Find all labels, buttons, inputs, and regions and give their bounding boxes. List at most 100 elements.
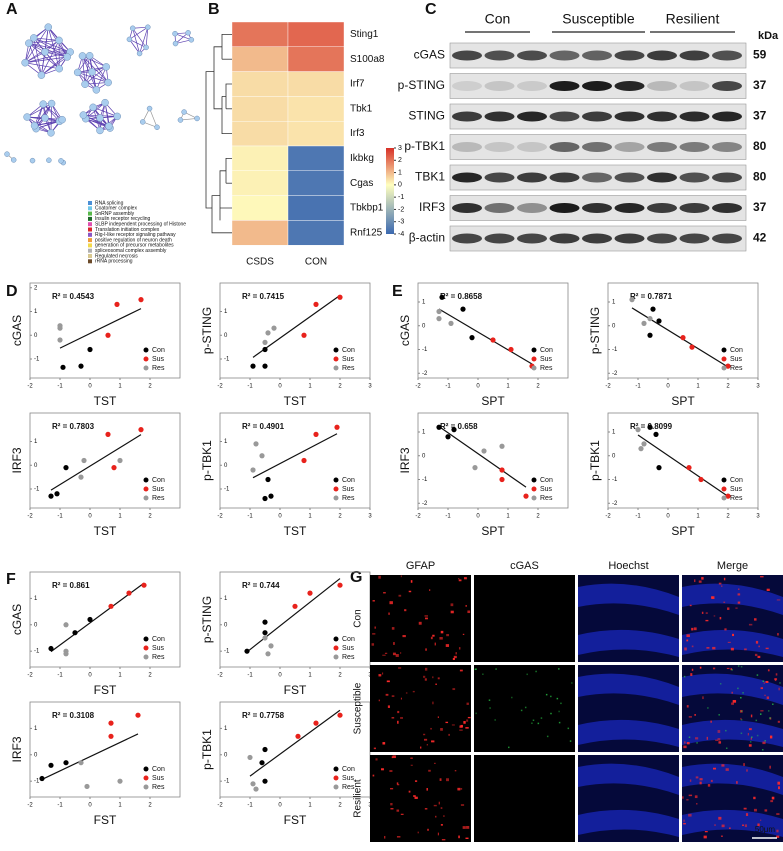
unit-label: kDa (758, 30, 779, 42)
gfap-signal (458, 647, 461, 650)
cgas-signal (550, 695, 552, 698)
gfap-signal (375, 758, 378, 761)
gfap-signal (455, 652, 457, 655)
gfap-signal (686, 639, 689, 642)
gfap-signal (463, 721, 466, 724)
network-edge (28, 43, 42, 76)
colorbar-label: -4 (398, 231, 404, 238)
blot-band (549, 233, 580, 244)
row-label: Sting1 (350, 29, 379, 40)
scatter-point (262, 635, 268, 641)
nuclei-band (682, 809, 783, 837)
legend-marker (333, 784, 339, 790)
gfap-signal (389, 770, 393, 772)
row-label: Tbkbp1 (350, 203, 384, 214)
gfap-signal (695, 776, 699, 779)
gfap-signal (443, 815, 445, 817)
gfap-signal (432, 634, 435, 637)
gfap-signal (704, 830, 708, 833)
legend-marker (333, 654, 339, 660)
legend-label: Regulated necrosis (95, 253, 138, 259)
blot-band (712, 203, 742, 213)
scatter-point (105, 332, 111, 338)
gfap-signal (389, 601, 393, 605)
cgas-signal (546, 735, 549, 738)
network-edge (25, 51, 71, 64)
y-tick-label: 0 (224, 622, 228, 628)
legend-swatch (88, 232, 92, 237)
network-node (185, 30, 191, 36)
gfap-signal (398, 594, 402, 597)
y-tick-label: -1 (612, 347, 618, 353)
blot-band (452, 233, 482, 244)
network-edge (96, 66, 107, 90)
x-tick-label: -1 (445, 514, 451, 520)
x-tick-label: 0 (278, 673, 282, 679)
blot-band (679, 172, 710, 183)
network-edge (44, 27, 49, 53)
nuclei-band (682, 673, 783, 705)
scatter-point (108, 603, 114, 609)
cgas-signal (756, 734, 759, 737)
x-tick-label: 2 (148, 384, 152, 390)
y-tick-label: -1 (422, 477, 428, 483)
r2-label: R² = 0.8658 (440, 292, 483, 301)
gfap-signal (737, 588, 740, 590)
r2-label: R² = 0.4543 (52, 292, 95, 301)
gfap-signal (736, 781, 738, 784)
scatter-point (259, 453, 265, 459)
y-axis-label: IRF3 (10, 447, 24, 473)
legend-marker (143, 784, 149, 790)
cgas-signal (569, 740, 572, 742)
blot-band (549, 50, 580, 61)
row-label: Irf3 (350, 128, 365, 139)
legend-label: Con (152, 347, 165, 354)
nuclei-band (578, 763, 679, 795)
gfap-signal (748, 744, 752, 747)
image-panel (370, 575, 471, 662)
blot-band (647, 111, 677, 122)
x-axis-label: TST (284, 394, 307, 408)
x-axis-label: SPT (481, 524, 505, 538)
kda-label: 37 (753, 109, 767, 123)
scatter-point (490, 337, 496, 343)
nuclei-band (578, 719, 679, 747)
nuclei-band (578, 629, 679, 657)
blot-band (614, 172, 645, 183)
cgas-signal (526, 673, 528, 676)
legend-label: SnRNP assembly (95, 211, 135, 217)
nuclei-band (578, 673, 679, 705)
y-tick-label: -1 (224, 357, 230, 363)
x-tick-label: -2 (217, 384, 223, 390)
gfap-signal (727, 607, 730, 610)
scatter-point (445, 434, 451, 440)
cgas-signal (474, 668, 477, 671)
gfap-signal (457, 787, 461, 791)
gfap-signal (428, 769, 431, 772)
gfap-signal (441, 838, 446, 841)
scatter-point (499, 443, 505, 449)
panel-label: A (6, 1, 18, 18)
legend-label: Sus (152, 486, 165, 493)
cgas-signal (495, 668, 497, 670)
scatter-point (262, 619, 268, 625)
gfap-signal (689, 604, 692, 607)
blot-band (517, 203, 547, 213)
scatter-point (481, 448, 487, 454)
y-tick-label: 0 (422, 453, 426, 459)
blot-band (452, 111, 482, 122)
trend-line (631, 307, 729, 368)
panel-label: D (6, 283, 18, 300)
scatter-point (313, 720, 319, 726)
network-node (113, 112, 121, 121)
blot-band (582, 172, 612, 183)
y-tick-label: 1 (34, 439, 38, 445)
gfap-signal (702, 696, 704, 700)
gfap-signal (424, 667, 428, 671)
blot-band (614, 233, 645, 244)
nuclei-band (682, 629, 783, 657)
cgas-signal (725, 747, 728, 750)
legend-marker (143, 766, 149, 772)
cgas-signal (567, 727, 570, 730)
